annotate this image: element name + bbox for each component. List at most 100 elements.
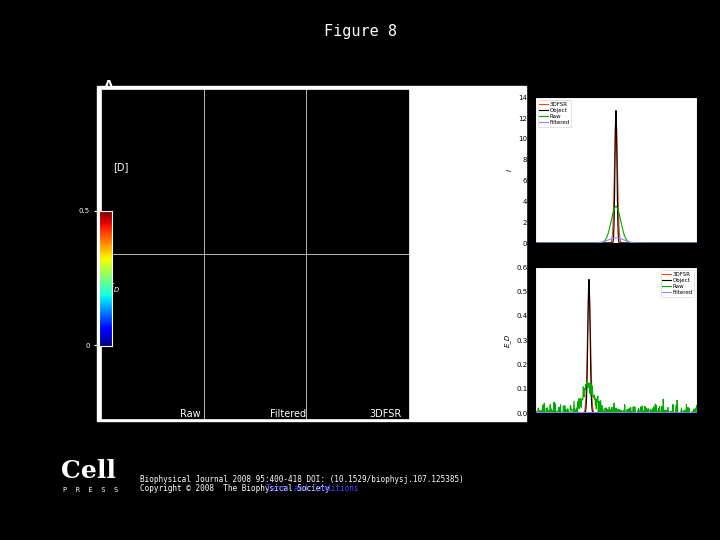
Raw	[693, 240, 701, 246]
Object	[583, 334, 592, 340]
3DFSR	[633, 240, 642, 246]
Filtered	[595, 239, 603, 246]
Object	[583, 240, 592, 246]
Text: Raw: Raw	[181, 409, 201, 419]
X-axis label: Distance (μm): Distance (μm)	[591, 262, 641, 269]
Line: Raw: Raw	[535, 381, 697, 413]
Line: 3DFSR: 3DFSR	[535, 119, 697, 243]
Raw	[648, 240, 657, 246]
X-axis label: Distance (μm): Distance (μm)	[591, 433, 641, 439]
Filtered	[611, 234, 620, 241]
Object	[693, 240, 701, 246]
Object	[633, 410, 642, 416]
Raw	[611, 204, 620, 210]
Text: Biophysical Journal 2008 95:400-418 DOI: (10.1529/biophysj.107.125385): Biophysical Journal 2008 95:400-418 DOI:…	[140, 475, 464, 484]
3DFSR	[649, 410, 657, 416]
3DFSR	[595, 410, 604, 416]
Object	[595, 240, 603, 246]
Filtered	[583, 409, 592, 415]
3DFSR	[648, 240, 657, 246]
Object	[648, 410, 657, 416]
Raw	[634, 408, 642, 414]
Raw	[531, 402, 539, 408]
Text: Filtered: Filtered	[270, 409, 306, 419]
Object	[648, 240, 657, 246]
3DFSR	[649, 240, 657, 246]
Filtered	[531, 240, 539, 246]
Text: Figure 8: Figure 8	[323, 24, 397, 39]
Line: Filtered: Filtered	[535, 238, 697, 243]
Text: $E_D$: $E_D$	[107, 281, 120, 295]
Object	[531, 240, 539, 246]
Text: C: C	[533, 244, 542, 257]
3DFSR	[649, 410, 658, 416]
Object	[612, 107, 621, 114]
Raw	[693, 404, 701, 411]
3DFSR	[550, 240, 559, 246]
FancyBboxPatch shape	[101, 89, 409, 418]
3DFSR	[595, 240, 603, 246]
Object	[550, 240, 559, 246]
Object	[649, 240, 657, 246]
Filtered	[550, 409, 559, 415]
Object	[585, 276, 593, 283]
3DFSR	[644, 410, 652, 416]
Text: Copyright © 2008  The Biophysical Society: Copyright © 2008 The Biophysical Society	[140, 484, 335, 494]
3DFSR	[585, 284, 593, 290]
Raw	[531, 410, 540, 416]
Filtered	[550, 240, 559, 246]
3DFSR	[583, 240, 592, 246]
FancyBboxPatch shape	[97, 86, 526, 421]
Legend: 3DFSR, Object, Raw, Filtered: 3DFSR, Object, Raw, Filtered	[538, 100, 572, 127]
Raw	[595, 410, 604, 416]
Filtered	[595, 409, 603, 415]
Filtered	[649, 240, 657, 246]
Text: [D]: [D]	[113, 162, 128, 172]
Raw	[633, 240, 642, 246]
3DFSR	[550, 410, 559, 416]
Object	[531, 410, 539, 416]
Line: 3DFSR: 3DFSR	[535, 287, 697, 413]
Filtered	[633, 240, 642, 246]
Text: Cell: Cell	[61, 459, 116, 483]
Raw	[551, 410, 559, 416]
Raw	[649, 240, 657, 246]
3DFSR	[693, 410, 701, 416]
Text: Terms and Conditions: Terms and Conditions	[266, 484, 359, 494]
Line: Object: Object	[535, 111, 697, 243]
Filtered	[583, 240, 592, 246]
Filtered	[693, 240, 701, 246]
Text: 3DFSR: 3DFSR	[369, 409, 401, 419]
Raw	[550, 240, 559, 246]
Object	[595, 410, 604, 416]
Filtered	[693, 409, 701, 415]
Line: Object: Object	[535, 280, 697, 413]
Object	[649, 410, 657, 416]
Object	[633, 240, 642, 246]
Legend: 3DFSR, Object, Raw, Filtered: 3DFSR, Object, Raw, Filtered	[660, 270, 694, 297]
Raw	[595, 240, 603, 246]
Filtered	[649, 409, 657, 415]
Raw	[649, 408, 657, 414]
Y-axis label: I: I	[507, 169, 513, 171]
Raw	[584, 383, 593, 390]
3DFSR	[583, 318, 592, 325]
Filtered	[633, 409, 642, 415]
Text: P  R  E  S  S: P R E S S	[63, 488, 119, 494]
3DFSR	[531, 240, 539, 246]
Raw	[582, 378, 591, 384]
Y-axis label: E_D: E_D	[504, 334, 510, 347]
Filtered	[648, 240, 657, 246]
Filtered	[531, 409, 539, 415]
Object	[693, 410, 701, 416]
Object	[550, 410, 559, 416]
Text: B: B	[533, 79, 542, 92]
3DFSR	[693, 240, 701, 246]
Raw	[583, 240, 592, 246]
Filtered	[647, 409, 656, 415]
3DFSR	[531, 410, 539, 416]
Raw	[649, 403, 658, 410]
Line: Raw: Raw	[535, 207, 697, 243]
Raw	[531, 240, 539, 246]
3DFSR	[633, 410, 642, 416]
